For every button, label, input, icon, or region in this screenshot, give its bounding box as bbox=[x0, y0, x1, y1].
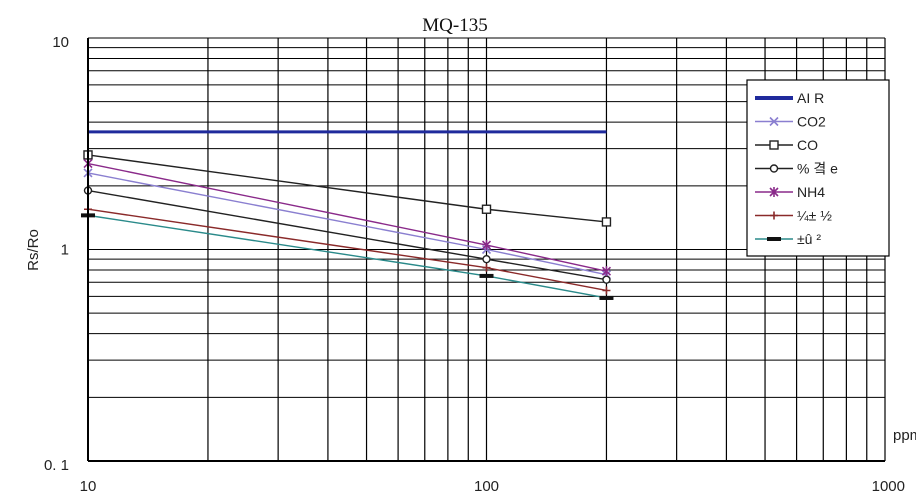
legend-label: ±û ² bbox=[797, 231, 821, 247]
legend-label: ¼± ½ bbox=[797, 208, 832, 224]
legend-item: CO bbox=[755, 137, 818, 153]
axis-layer: 10 100 1000 10 1 0. 1 bbox=[44, 34, 905, 495]
legend-item: % 곀 e bbox=[755, 161, 838, 177]
data-point bbox=[479, 273, 494, 278]
data-point bbox=[601, 266, 612, 277]
x-tick-label: 10 bbox=[80, 478, 97, 495]
legend: AI R CO2 CO % 곀 e NH4 ¼± ½ ±û ² bbox=[746, 79, 890, 257]
data-point bbox=[482, 263, 491, 272]
data-point bbox=[481, 204, 492, 214]
x-tick-label: 100 bbox=[474, 478, 499, 495]
legend-label: % 곀 e bbox=[797, 161, 838, 177]
y-tick-label: 10 bbox=[52, 34, 69, 51]
legend-label: CO2 bbox=[797, 114, 826, 130]
data-point bbox=[770, 211, 778, 220]
data-point bbox=[769, 140, 779, 150]
y-axis-label: Rs/Ro bbox=[25, 229, 42, 271]
data-point bbox=[602, 275, 611, 284]
legend-label: AI R bbox=[797, 90, 824, 106]
data-point bbox=[601, 217, 612, 227]
legend-label: CO bbox=[797, 137, 818, 153]
data-point bbox=[481, 240, 492, 251]
data-point bbox=[769, 116, 779, 127]
y-tick-label: 0. 1 bbox=[44, 457, 69, 474]
legend-item: ¼± ½ bbox=[755, 208, 832, 224]
series-layer bbox=[81, 130, 614, 300]
legend-item: CO2 bbox=[755, 114, 826, 130]
legend-item: AI R bbox=[755, 90, 824, 106]
x-axis-label: ppm bbox=[893, 427, 916, 444]
legend-item: ±û ² bbox=[755, 231, 821, 247]
x-tick-label: 1000 bbox=[872, 478, 905, 495]
legend-label: NH4 bbox=[797, 184, 825, 200]
y-tick-label: 1 bbox=[61, 242, 69, 259]
legend-item: NH4 bbox=[755, 184, 825, 200]
data-point bbox=[602, 286, 611, 295]
data-point bbox=[769, 187, 779, 197]
data-point bbox=[599, 295, 614, 300]
data-point bbox=[482, 254, 491, 264]
data-point bbox=[769, 164, 779, 173]
data-point bbox=[767, 237, 781, 241]
chart-title: MQ-135 bbox=[422, 15, 487, 36]
